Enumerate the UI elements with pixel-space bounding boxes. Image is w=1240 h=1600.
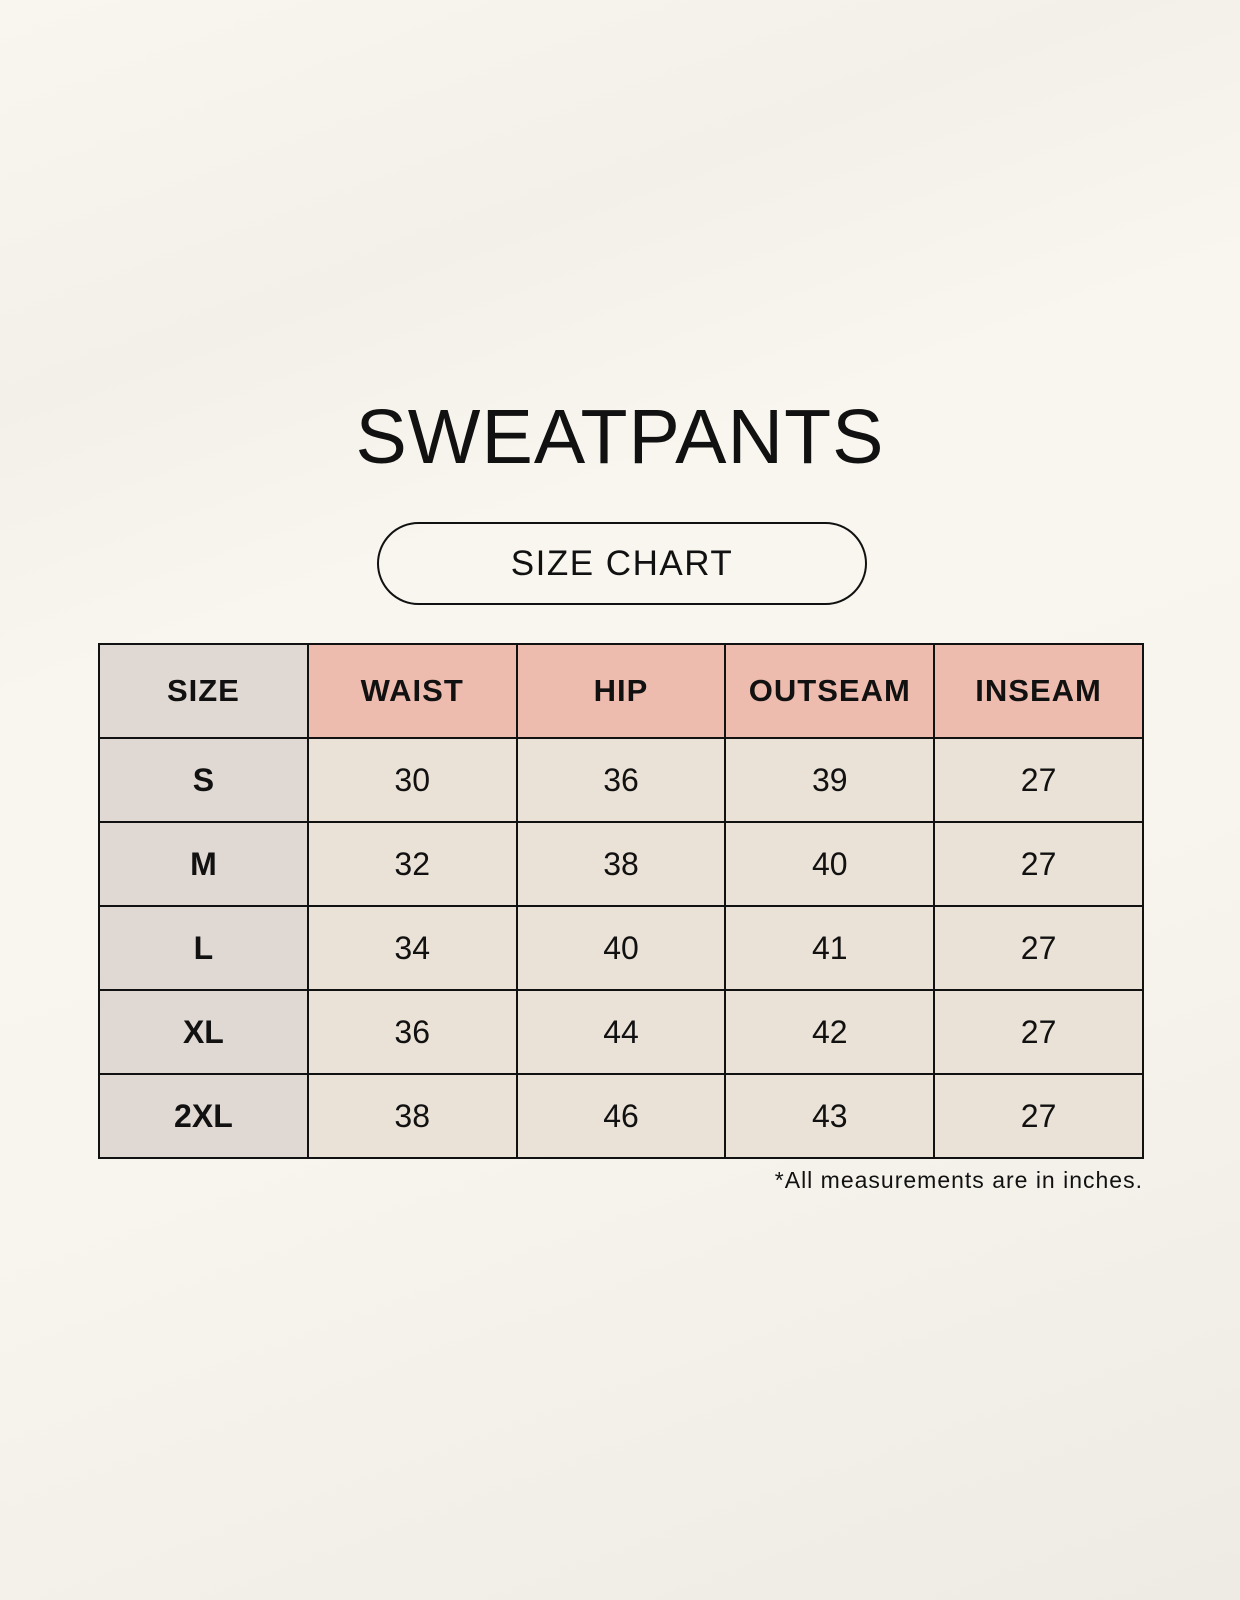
cell-hip: 38 <box>515 821 727 907</box>
table-row: XL 36 44 42 27 <box>98 989 1144 1075</box>
cell-inseam: 27 <box>933 821 1144 907</box>
size-chart-label: SIZE CHART <box>377 522 867 605</box>
header-outseam: OUTSEAM <box>724 643 936 739</box>
cell-waist: 30 <box>306 737 518 823</box>
cell-outseam: 39 <box>724 737 936 823</box>
cell-size: S <box>98 737 309 823</box>
cell-size: XL <box>98 989 309 1075</box>
header-waist: WAIST <box>306 643 518 739</box>
cell-hip: 40 <box>515 905 727 991</box>
cell-size: 2XL <box>98 1073 309 1159</box>
cell-waist: 32 <box>306 821 518 907</box>
cell-outseam: 42 <box>724 989 936 1075</box>
table-row: L 34 40 41 27 <box>98 905 1144 991</box>
cell-size: M <box>98 821 309 907</box>
cell-waist: 38 <box>306 1073 518 1159</box>
table-row: S 30 36 39 27 <box>98 737 1144 823</box>
cell-inseam: 27 <box>933 737 1144 823</box>
table-row: 2XL 38 46 43 27 <box>98 1073 1144 1159</box>
cell-outseam: 40 <box>724 821 936 907</box>
cell-outseam: 43 <box>724 1073 936 1159</box>
page-title: SWEATPANTS <box>355 394 885 480</box>
cell-waist: 36 <box>306 989 518 1075</box>
cell-hip: 46 <box>515 1073 727 1159</box>
size-chart-label-text: SIZE CHART <box>510 543 734 583</box>
cell-inseam: 27 <box>933 1073 1144 1159</box>
footnote: *All measurements are in inches. <box>774 1167 1143 1193</box>
cell-inseam: 27 <box>933 989 1144 1075</box>
cell-outseam: 41 <box>724 905 936 991</box>
table-header-row: SIZE WAIST HIP OUTSEAM INSEAM <box>98 643 1144 739</box>
cell-hip: 36 <box>515 737 727 823</box>
cell-size: L <box>98 905 309 991</box>
header-hip: HIP <box>515 643 727 739</box>
cell-hip: 44 <box>515 989 727 1075</box>
size-chart-table: SIZE WAIST HIP OUTSEAM INSEAM S 30 36 39 27 M… <box>98 643 1144 1159</box>
table-row: M 32 38 40 27 <box>98 821 1144 907</box>
cell-waist: 34 <box>306 905 518 991</box>
cell-inseam: 27 <box>933 905 1144 991</box>
header-inseam: INSEAM <box>933 643 1144 739</box>
header-size: SIZE <box>98 643 309 739</box>
